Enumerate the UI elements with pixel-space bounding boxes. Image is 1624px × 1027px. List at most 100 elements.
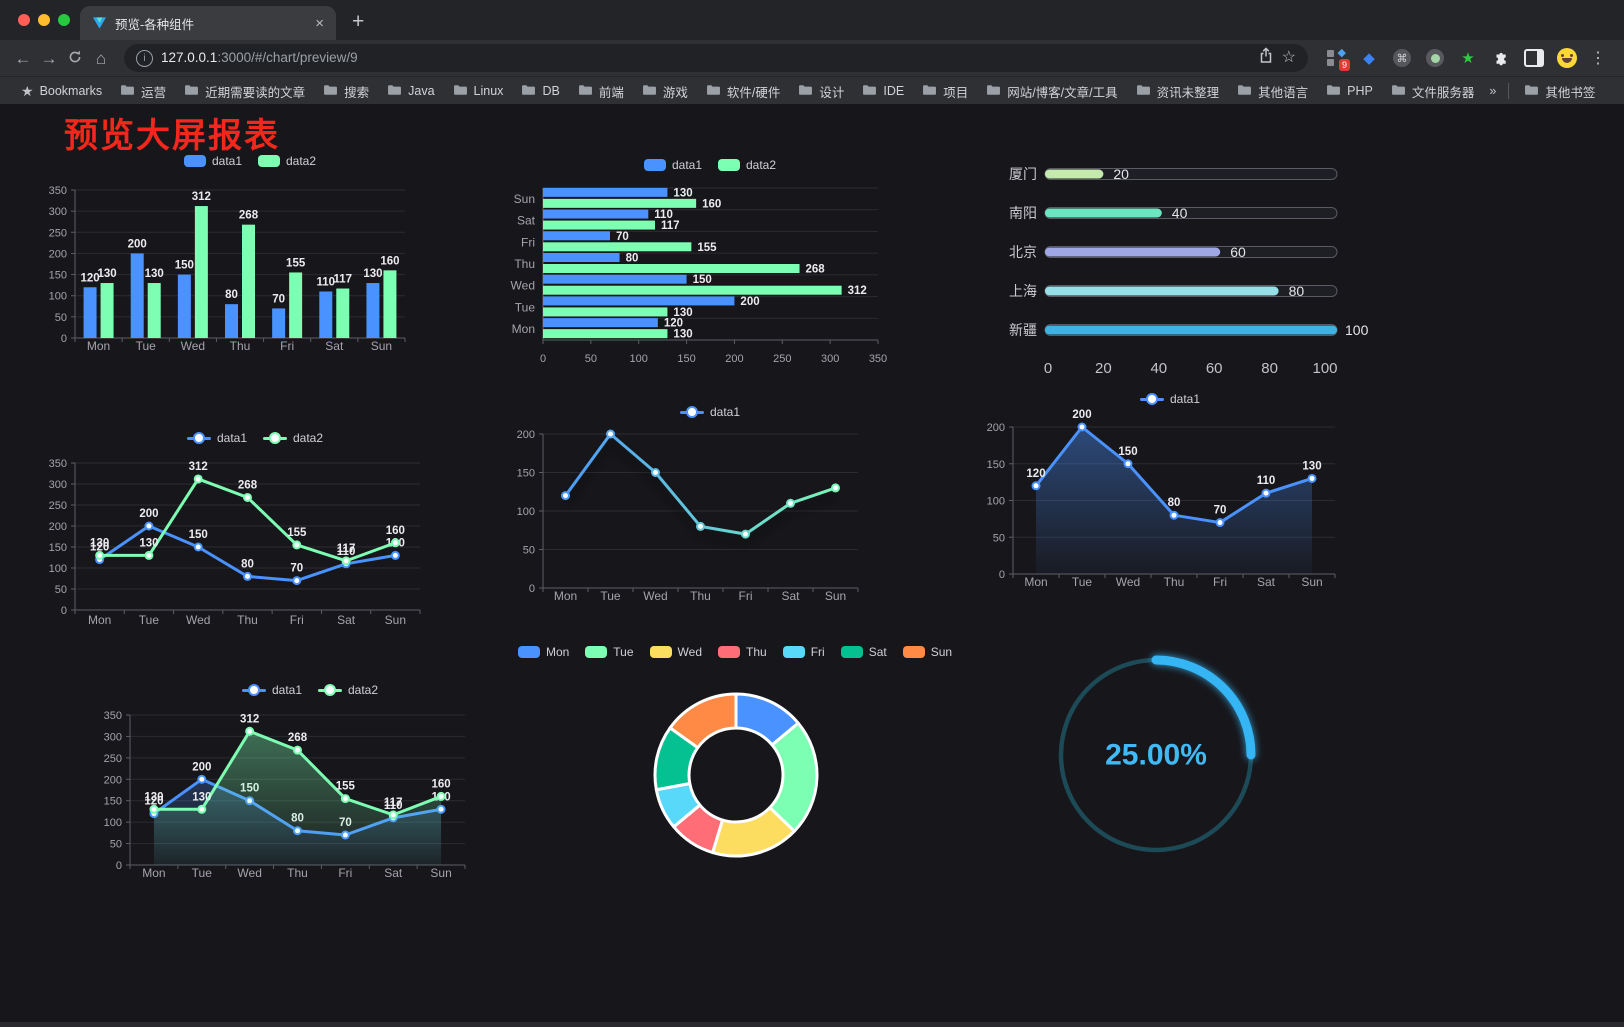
folder-icon — [578, 84, 593, 99]
divider — [1508, 83, 1510, 99]
folder-icon — [1326, 84, 1341, 99]
legend-item-Wed[interactable]: Wed — [649, 645, 702, 659]
home-icon[interactable]: ⌂ — [95, 48, 107, 68]
svg-text:40: 40 — [1150, 360, 1167, 377]
back-icon[interactable]: ← — [14, 48, 32, 68]
svg-text:80: 80 — [225, 289, 238, 301]
svg-text:80: 80 — [626, 253, 639, 265]
url-host: 127.0.0.1 — [161, 50, 218, 65]
svg-text:80: 80 — [241, 558, 254, 570]
svg-text:北京: 北京 — [1009, 244, 1037, 260]
svg-text:250: 250 — [49, 227, 67, 239]
area-single-legend: data1 — [985, 392, 1355, 406]
bookmark-folder-10[interactable]: IDE — [853, 82, 913, 101]
menu-kebab-icon[interactable]: ⋮ — [1590, 50, 1606, 67]
bookmark-root[interactable]: ★ Bookmarks — [21, 83, 103, 99]
bookmark-folder-3[interactable]: Java — [378, 82, 443, 101]
svg-text:25.00%: 25.00% — [1105, 739, 1207, 772]
legend-item-data1[interactable]: data1 — [679, 405, 740, 419]
share-icon[interactable] — [1258, 47, 1274, 69]
legend-item-Fri[interactable]: Fri — [782, 645, 825, 659]
url-path: :3000/#/chart/preview/9 — [217, 50, 358, 65]
bookmark-folder-1[interactable]: 近期需要读的文章 — [175, 80, 314, 103]
svg-text:150: 150 — [677, 353, 695, 365]
legend-item-data2[interactable]: data2 — [263, 431, 323, 445]
legend-item-data1[interactable]: data1 — [643, 158, 702, 172]
green-star-extension-icon[interactable]: ★ — [1461, 50, 1475, 67]
legend-item-Sun[interactable]: Sun — [902, 645, 952, 659]
side-panel-icon[interactable] — [1524, 48, 1544, 68]
gem-extension-icon[interactable]: ◆ — [1363, 50, 1375, 67]
svg-text:200: 200 — [49, 248, 67, 260]
svg-text:200: 200 — [517, 429, 535, 441]
bookmark-folder-15[interactable]: PHP — [1317, 82, 1382, 101]
other-bookmarks[interactable]: 其他书签 — [1515, 80, 1604, 103]
svg-text:Sat: Sat — [325, 339, 344, 353]
svg-text:200: 200 — [740, 296, 759, 308]
bookmark-star-icon[interactable]: ☆ — [1281, 49, 1296, 66]
svg-text:155: 155 — [697, 242, 717, 254]
bookmark-folder-13[interactable]: 资讯未整理 — [1127, 80, 1229, 103]
bookmark-folder-2[interactable]: 搜索 — [314, 80, 378, 103]
svg-text:350: 350 — [104, 710, 122, 722]
bookmark-folder-6[interactable]: 前端 — [569, 80, 633, 103]
bookmark-folder-0[interactable]: 运营 — [111, 80, 175, 103]
svg-text:Sun: Sun — [430, 866, 451, 880]
legend-item-data1[interactable]: data1 — [183, 154, 242, 168]
svg-text:50: 50 — [55, 312, 67, 324]
bookmark-folder-14[interactable]: 其他语言 — [1228, 80, 1317, 103]
bookmark-folder-11[interactable]: 项目 — [913, 80, 977, 103]
svg-text:Fri: Fri — [338, 866, 352, 880]
svg-text:350: 350 — [869, 353, 887, 365]
close-window-button[interactable] — [18, 14, 30, 26]
svg-text:Sat: Sat — [517, 214, 536, 228]
command-extension-icon[interactable]: ⌘ — [1392, 48, 1412, 68]
svg-text:Sat: Sat — [337, 613, 356, 627]
forward-icon[interactable]: → — [40, 48, 58, 68]
svg-text:50: 50 — [110, 839, 122, 851]
legend-item-data1[interactable]: data1 — [186, 431, 247, 445]
svg-text:0: 0 — [116, 860, 122, 872]
maximize-window-button[interactable] — [58, 14, 70, 26]
profile-avatar[interactable] — [1557, 48, 1577, 68]
legend-item-data2[interactable]: data2 — [718, 158, 776, 172]
svg-text:60: 60 — [1206, 360, 1223, 377]
bookmarks-overflow-chevron[interactable]: » — [1489, 84, 1497, 98]
gradient-line-chart: 0 50 100 150 200 Mon Tue Wed Thu Fri Sat Sun data1 — [500, 400, 920, 615]
new-tab-button[interactable]: + — [352, 10, 365, 33]
record-extension-icon[interactable] — [1425, 48, 1445, 68]
legend-item-data2[interactable]: data2 — [258, 154, 316, 168]
legend-item-data1[interactable]: data1 — [1139, 392, 1200, 406]
legend-item-Tue[interactable]: Tue — [585, 645, 634, 659]
info-icon[interactable]: i — [136, 49, 153, 67]
svg-text:0: 0 — [529, 583, 535, 595]
area-dual-svg: 0 50 100 150 200 250 300 350 Mon Tue Wed Thu Fri Sat S… — [104, 710, 466, 880]
bookmark-folder-8[interactable]: 软件/硬件 — [697, 80, 789, 103]
bookmark-folder-16[interactable]: 文件服务器 — [1382, 80, 1484, 103]
svg-text:130: 130 — [363, 268, 382, 280]
bookmark-folder-5[interactable]: DB — [512, 82, 568, 101]
puzzle-extensions-icon[interactable] — [1491, 48, 1511, 68]
bookmark-folder-4[interactable]: Linux — [444, 82, 513, 101]
legend-item-Thu[interactable]: Thu — [718, 645, 767, 659]
folder-icon — [387, 84, 402, 99]
tab-strip: 预览-各种组件 × + — [0, 0, 1624, 40]
bookmark-folder-12[interactable]: 网站/博客/文章/工具 — [977, 80, 1126, 103]
bookmark-folder-7[interactable]: 游戏 — [633, 80, 697, 103]
minimize-window-button[interactable] — [38, 14, 50, 26]
star-icon: ★ — [21, 83, 34, 99]
svg-text:200: 200 — [104, 774, 122, 786]
grid-badge-extension-icon[interactable]: ◆ 9 — [1326, 48, 1350, 71]
legend-item-Mon[interactable]: Mon — [517, 645, 569, 659]
tab-close-icon[interactable]: × — [315, 14, 324, 32]
donut-pie-chart: Mon Tue Wed Thu Fri Sat Sun — [517, 645, 952, 895]
svg-text:0: 0 — [1044, 360, 1052, 377]
reload-icon[interactable] — [62, 49, 88, 68]
legend-item-Sat[interactable]: Sat — [840, 645, 887, 659]
legend-item-data1[interactable]: data1 — [241, 683, 302, 697]
address-bar[interactable]: i 127.0.0.1:3000/#/chart/preview/9 ☆ — [124, 44, 1308, 72]
bookmark-folder-9[interactable]: 设计 — [789, 80, 853, 103]
browser-tab[interactable]: 预览-各种组件 × — [80, 6, 336, 40]
folder-icon — [453, 84, 468, 99]
legend-item-data2[interactable]: data2 — [318, 683, 378, 697]
